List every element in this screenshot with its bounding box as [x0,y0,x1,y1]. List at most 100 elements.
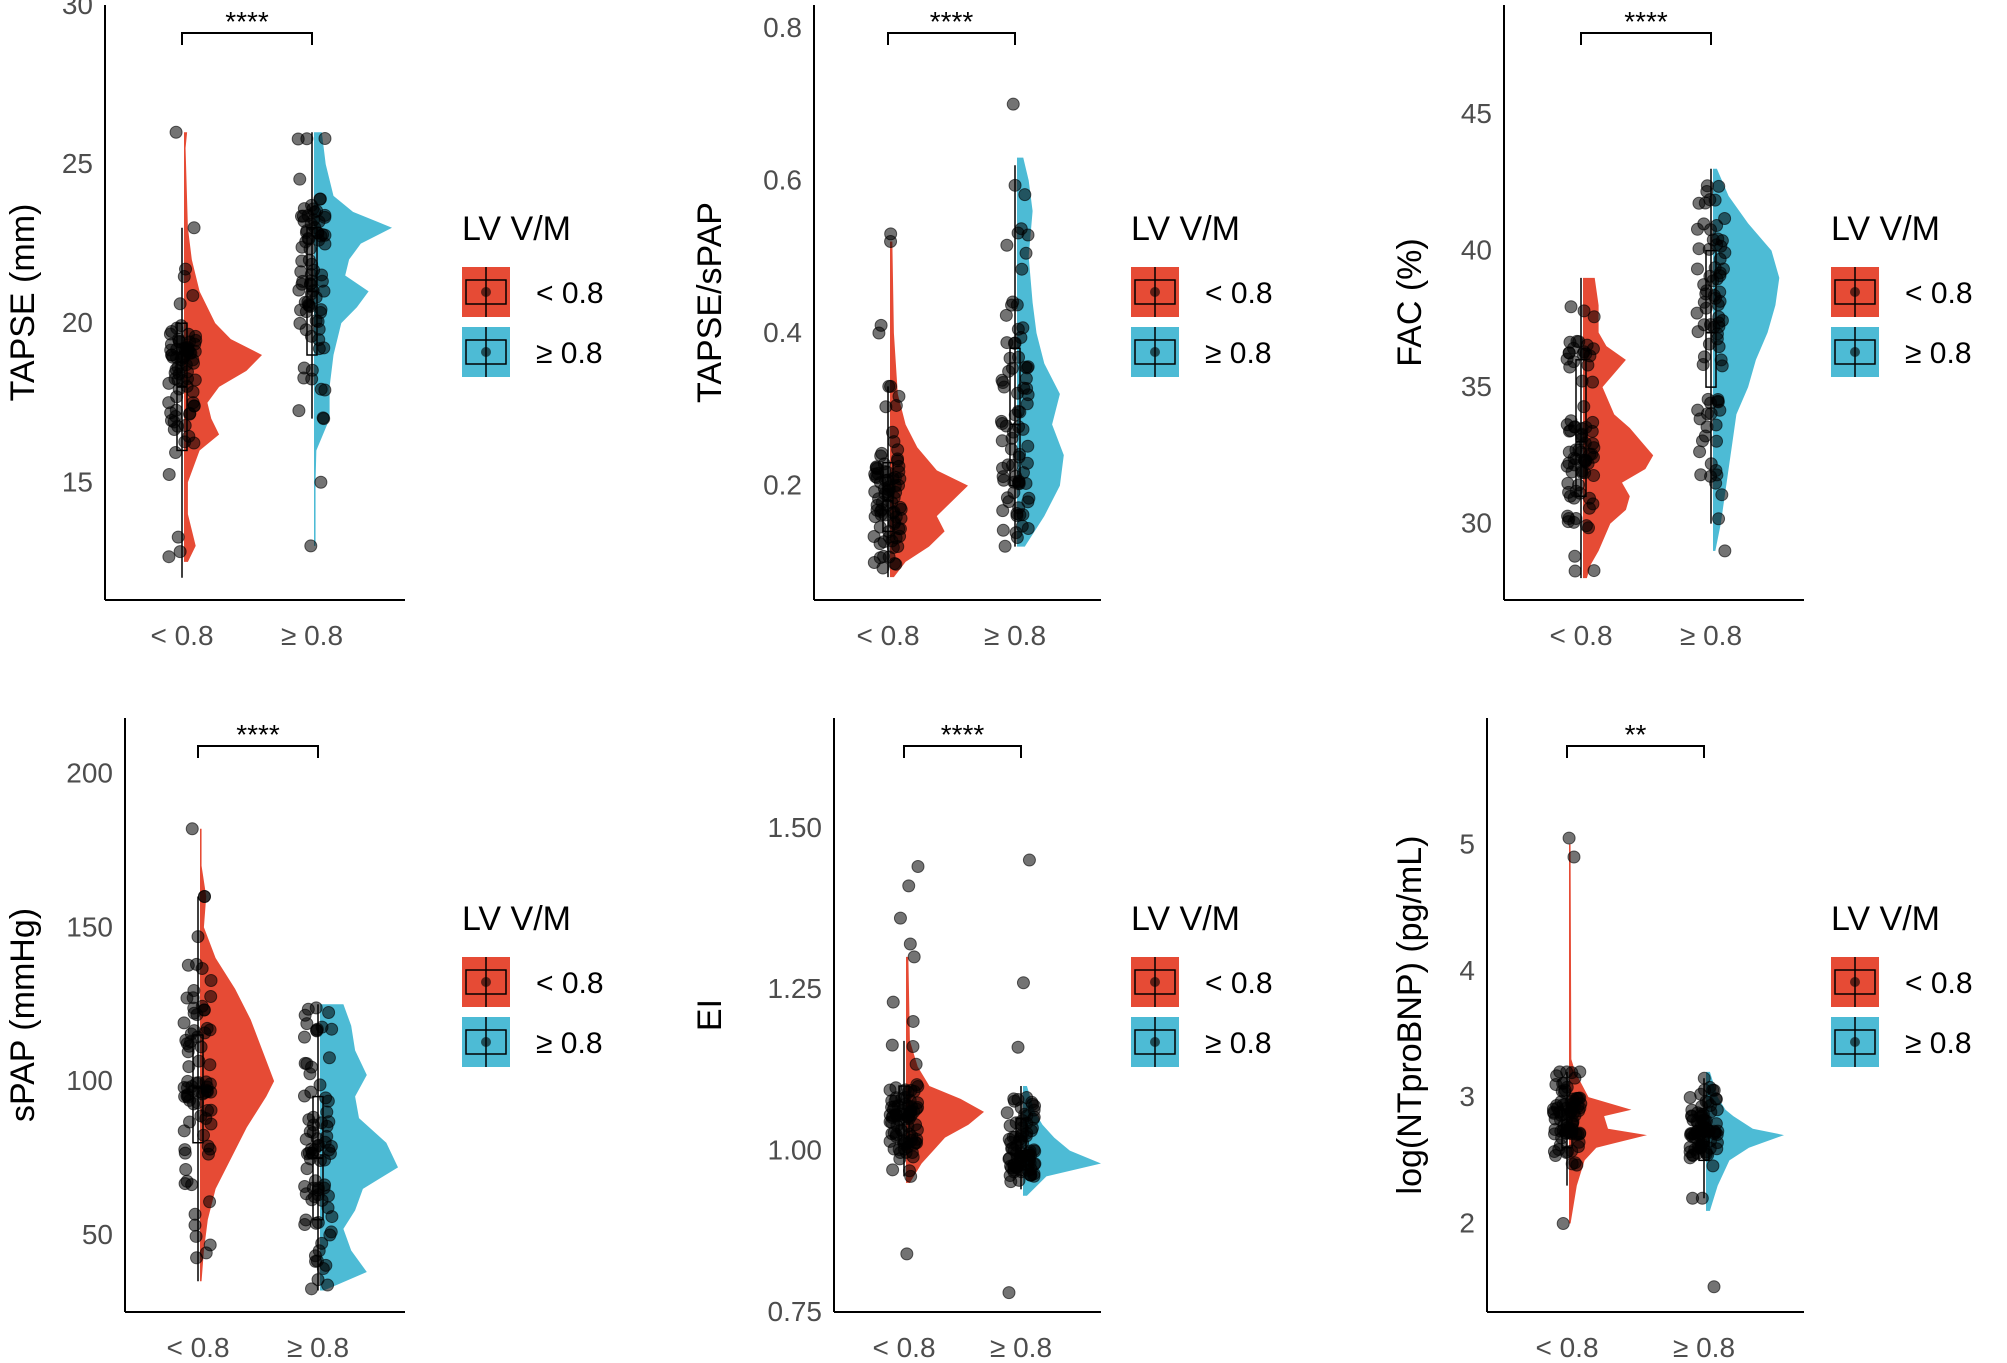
data-point [996,504,1010,518]
data-point [1021,439,1035,453]
legend-item-label: < 0.8 [1905,277,1973,310]
data-point [1695,434,1709,448]
data-point [197,1003,211,1017]
legend-title: LV V/M [1131,210,1240,248]
data-point [179,358,193,372]
data-point [1567,850,1581,864]
significance-label: **** [1624,6,1668,37]
y-tick-label: 5 [1459,828,1475,859]
data-point [893,1152,907,1166]
data-point [1028,1157,1042,1171]
data-point [313,192,327,206]
data-point [1000,238,1014,252]
data-point [324,1225,338,1239]
data-point [1579,519,1593,533]
x-tick-label: ≥ 0.8 [984,620,1046,651]
legend-key-box [1134,969,1176,995]
data-point [1703,1098,1717,1112]
legend-key-point [1150,977,1160,987]
data-point [292,283,306,297]
data-point [903,937,917,951]
data-point [195,962,209,976]
data-point [1712,179,1726,193]
data-point [1012,475,1026,489]
legend-key-point [1850,287,1860,297]
y-axis-label: TAPSE/sPAP [691,202,729,403]
density-cloud-group2 [1706,1071,1784,1211]
data-point [1011,322,1025,336]
data-point [189,1229,203,1243]
data-point [1693,445,1707,459]
data-point [203,1058,217,1072]
density-cloud-group1 [184,132,262,562]
data-point [902,1164,916,1178]
data-point [305,1282,319,1296]
data-point [310,1024,324,1038]
data-point [1715,234,1729,248]
data-point [173,545,187,559]
data-point [902,879,916,893]
data-point [887,435,901,449]
data-point [1016,976,1030,990]
y-tick-label: 100 [66,1065,113,1096]
data-point [1556,1217,1570,1231]
data-point [293,316,307,330]
legend-key-box [1834,279,1876,305]
data-point [315,1193,329,1207]
data-point [1709,418,1723,432]
significance-label: **** [236,719,280,750]
data-point [1694,468,1708,482]
data-point [186,288,200,302]
y-tick-label: 0.4 [763,317,802,348]
data-point [203,1077,217,1091]
data-point [1706,1083,1720,1097]
legend-key-box [465,279,507,305]
data-point [315,268,329,282]
data-point [893,911,907,925]
data-point [313,1078,327,1092]
data-point [1709,476,1723,490]
data-point [162,550,176,564]
chart-panel-3: 30 35 40 45 FAC (%) < 0.8 ≥ 0.8 **** LV V/M < 0.8… [1369,0,2007,680]
data-point [292,404,306,418]
data-point [1014,222,1028,236]
data-point [1713,252,1727,266]
data-point [886,1109,900,1123]
legend-item-label: ≥ 0.8 [536,337,603,370]
data-point [1007,1092,1021,1106]
data-point [311,315,325,329]
y-axis-label: TAPSE (mm) [4,204,42,402]
data-point [310,204,324,218]
data-point [179,1162,193,1176]
data-point [875,446,889,460]
data-point [1009,526,1023,540]
data-point [909,1057,923,1071]
data-point [1700,184,1714,198]
data-point [1567,355,1581,369]
data-point [1013,447,1027,461]
data-point [1697,1071,1711,1085]
data-point [318,1178,332,1192]
data-point [900,1247,914,1261]
legend-title: LV V/M [462,900,571,938]
data-point [1714,353,1728,367]
data-point [1694,1139,1708,1153]
y-tick-label: 4 [1459,955,1475,986]
data-point [906,1150,920,1164]
data-point [873,551,887,565]
data-point [203,1195,217,1209]
data-point [1013,1132,1027,1146]
legend-key-point [1150,287,1160,297]
data-point [177,1080,191,1094]
data-point [1566,1096,1580,1110]
data-point [299,1187,313,1201]
data-point [323,1147,337,1161]
x-tick-label: < 0.8 [166,1332,229,1358]
data-point [1578,466,1592,480]
significance-label: **** [930,6,974,37]
legend-key-point [1150,347,1160,357]
data-point [999,308,1013,322]
legend-key-box [1834,969,1876,995]
data-point [1565,1066,1579,1080]
data-point [319,1091,333,1105]
